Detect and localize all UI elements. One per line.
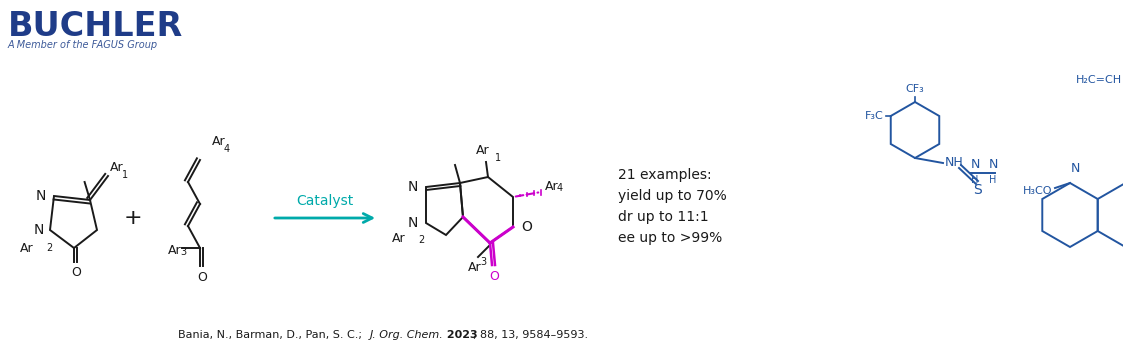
Text: Catalyst: Catalyst [296,194,354,208]
Text: Ar: Ar [476,144,490,157]
Text: O: O [489,270,499,283]
Text: N: N [34,223,44,237]
Text: Ar: Ar [212,135,226,148]
Text: N: N [408,180,418,194]
Text: CF₃: CF₃ [905,84,924,94]
Text: H: H [989,175,997,185]
Text: yield up to 70%: yield up to 70% [618,189,727,203]
Text: Bania, N., Barman, D., Pan, S. C.;: Bania, N., Barman, D., Pan, S. C.; [179,330,365,340]
Text: N: N [1070,162,1079,175]
Text: J. Org. Chem.: J. Org. Chem. [369,330,444,340]
Text: H₂C=CH: H₂C=CH [1076,75,1122,85]
Text: O: O [71,266,81,279]
Text: N: N [988,158,997,171]
Text: F₃C: F₃C [865,111,884,121]
Text: Ar: Ar [20,242,34,255]
Text: 21 examples:: 21 examples: [618,168,712,182]
Text: NH: NH [944,157,964,169]
Text: 1: 1 [122,170,128,180]
Text: 2: 2 [418,235,424,245]
Text: 4: 4 [223,144,230,154]
Text: H: H [971,175,978,185]
Text: 4: 4 [557,183,563,193]
Text: O: O [521,220,532,234]
Text: N: N [408,216,418,230]
Text: 2: 2 [46,243,53,253]
Text: 1: 1 [495,153,501,163]
Text: +: + [124,208,143,228]
Text: 3: 3 [480,257,486,267]
Text: dr up to 11:1: dr up to 11:1 [618,210,709,224]
Text: H₃CO: H₃CO [1023,186,1052,196]
Text: Ar: Ar [110,161,124,174]
Text: N: N [970,158,979,171]
Text: BUCHLER: BUCHLER [8,10,183,43]
Text: S: S [974,183,983,197]
Text: N: N [36,189,46,203]
Text: 2023: 2023 [442,330,477,340]
Text: Ar: Ar [392,233,407,246]
Text: A Member of the FAGUS Group: A Member of the FAGUS Group [8,40,158,50]
Text: 3: 3 [180,247,186,257]
Text: Ar: Ar [545,181,558,194]
Text: , 88, 13, 9584–9593.: , 88, 13, 9584–9593. [473,330,588,340]
Text: O: O [197,271,207,284]
Text: ee up to >99%: ee up to >99% [618,231,722,245]
Text: Ar: Ar [468,261,482,274]
Text: Ar: Ar [168,244,182,257]
